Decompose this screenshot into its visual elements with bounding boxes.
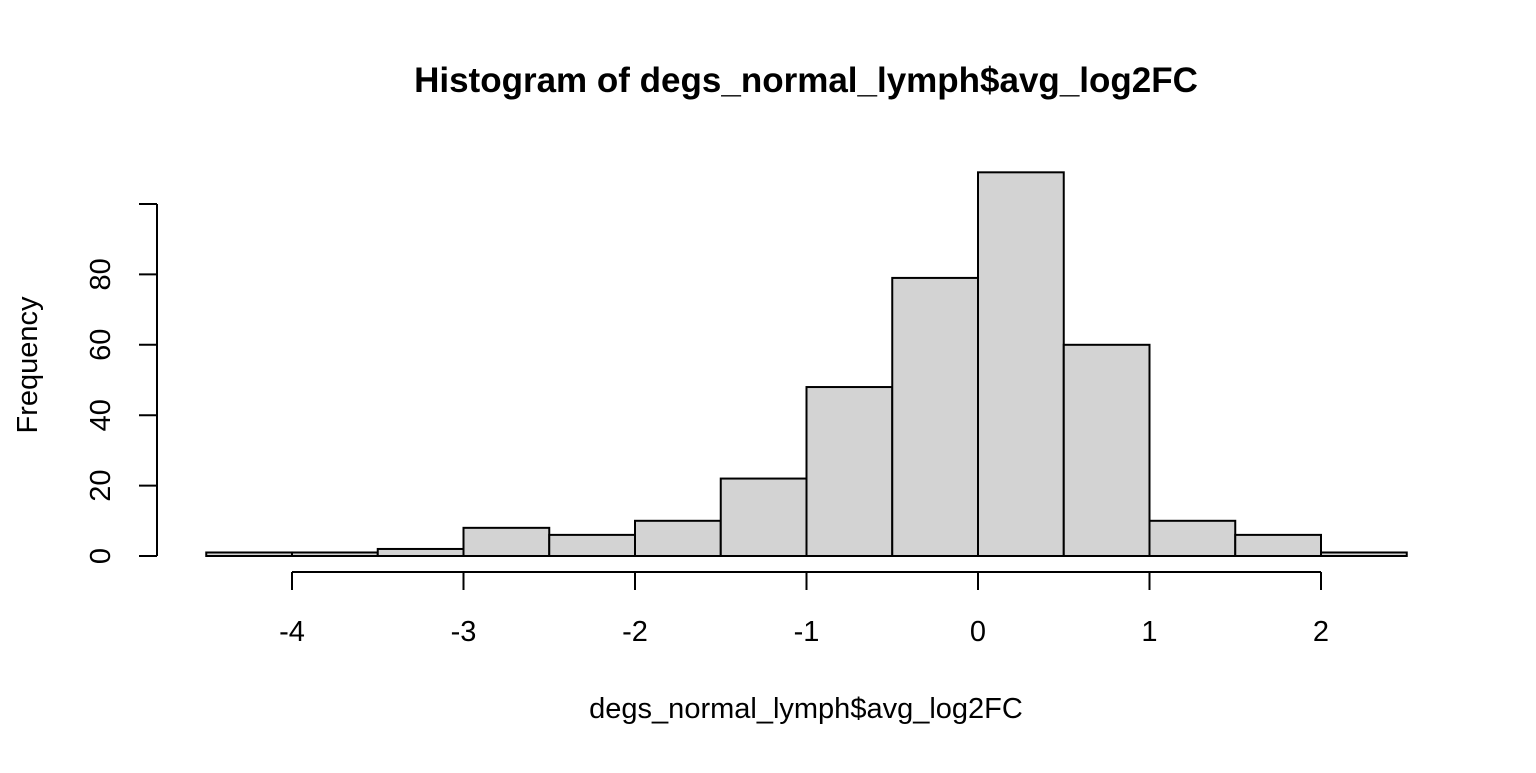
histogram-bar [1234, 533, 1322, 558]
x-tick-label: -3 [451, 616, 477, 648]
histogram-bar [891, 276, 979, 557]
histogram-bar [462, 526, 551, 558]
x-tick-label: -4 [279, 616, 305, 648]
histogram-bar [719, 477, 808, 557]
histogram-bar [805, 386, 894, 558]
y-axis: 0 20 40 60 80 [85, 203, 158, 564]
x-tick-label: 2 [1313, 616, 1329, 648]
histogram-bar [977, 171, 1065, 557]
chart-title: Histogram of degs_normal_lymph$avg_log2F… [414, 61, 1198, 100]
y-tick-label: 0 [85, 548, 117, 564]
y-tick-label: 80 [85, 258, 117, 290]
histogram-bar [1148, 519, 1237, 557]
histogram-bar [634, 519, 722, 557]
histogram-bar [548, 533, 636, 558]
histogram-bar [376, 547, 465, 558]
y-tick-label: 20 [85, 469, 117, 501]
y-tick-label: 40 [85, 399, 117, 431]
y-tick-label: 60 [85, 329, 117, 361]
bars-group [205, 171, 1408, 558]
histogram-bar [1320, 551, 1408, 557]
x-tick-label: -2 [622, 616, 648, 648]
x-tick-label: 1 [1141, 616, 1157, 648]
x-axis-label: degs_normal_lymph$avg_log2FC [589, 693, 1023, 725]
x-axis: -4 -3 -2 -1 0 1 2 [279, 571, 1329, 648]
x-tick-label: -1 [794, 616, 820, 648]
histogram-bar [205, 551, 293, 557]
histogram-bar [1062, 343, 1151, 557]
y-axis-label: Frequency [12, 296, 44, 434]
x-tick-label: 0 [970, 616, 986, 648]
histogram-bar [291, 551, 379, 557]
